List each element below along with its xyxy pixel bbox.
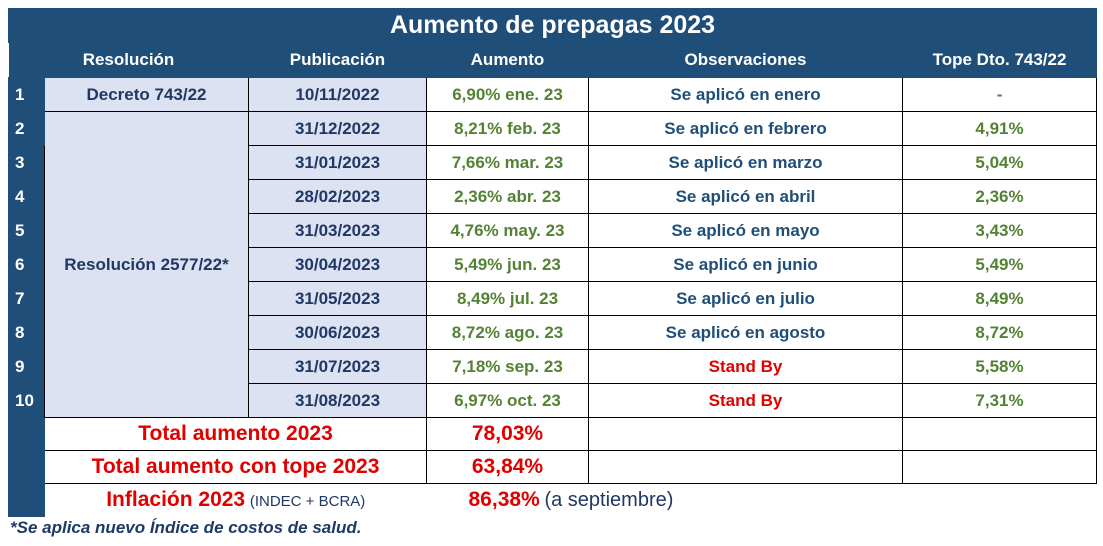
publication: 31/12/2022 [248, 111, 427, 146]
column-header: Observaciones [588, 42, 903, 78]
row-number: 10 [8, 383, 45, 418]
empty-cell [588, 417, 903, 451]
cap: 8,72% [901, 315, 1098, 350]
total-value: 78,03% [426, 417, 589, 451]
row-number: 5 [8, 213, 45, 248]
total-label: Total aumento 2023 [44, 417, 427, 451]
observation: Stand By [588, 349, 903, 384]
row-number: 7 [8, 281, 45, 316]
cap: 2,36% [901, 179, 1098, 214]
cap: 3,43% [901, 213, 1098, 248]
inflation-label: Inflación 2023 (INDEC + BCRA) [45, 484, 427, 517]
inflation-source: (INDEC + BCRA) [249, 493, 366, 510]
observation: Se aplicó en junio [588, 247, 903, 282]
empty-cell [588, 450, 903, 484]
total-row: Total aumento con tope 2023 63,84% [9, 450, 1098, 484]
column-header: Resolución [8, 42, 249, 78]
total-value: 63,84% [426, 450, 589, 484]
observation: Se aplicó en marzo [588, 145, 903, 180]
inflation-row: Inflación 2023 (INDEC + BCRA) 86,38% (a s… [9, 484, 1097, 517]
inflation-rate: 86,38% [468, 488, 540, 511]
cap: 8,49% [901, 281, 1098, 316]
table: Aumento de prepagas 2023 Resolución Publ… [7, 8, 1098, 517]
resolution: Decreto 743/22 [44, 77, 249, 112]
row: 1 Decreto 743/22 10/11/2022 6,90% ene. 23 Se… [8, 77, 1098, 112]
row-number: 8 [8, 315, 45, 350]
observation: Se aplicó en julio [588, 281, 903, 316]
row: 6 30/04/2023 5,49% jun. 23 Se aplicó en jun… [8, 247, 1098, 282]
observation: Se aplicó en abril [588, 179, 903, 214]
cap: 4,91% [901, 111, 1098, 146]
row: 7 31/05/2023 8,49% jul. 23 Se aplicó en jul… [8, 281, 1098, 316]
increase: 6,97% oct. 23 [426, 383, 589, 418]
row-number: 1 [8, 77, 45, 112]
increase: 7,18% sep. 23 [426, 349, 589, 384]
publication: 28/02/2023 [248, 179, 427, 214]
publication: 31/08/2023 [248, 383, 427, 418]
column-header: Aumento [426, 42, 589, 78]
observation: Se aplicó en mayo [588, 213, 903, 248]
increase: 8,49% jul. 23 [426, 281, 589, 316]
cap: - [901, 77, 1098, 112]
increase: 8,72% ago. 23 [426, 315, 589, 350]
observation: Se aplicó en enero [588, 77, 903, 112]
cap: 5,58% [901, 349, 1098, 384]
observation: Stand By [588, 383, 903, 418]
inflation-value: 86,38% (a septiembre) [427, 484, 1097, 517]
cap: 5,49% [901, 247, 1098, 282]
increase: 6,90% ene. 23 [426, 77, 589, 112]
cap: 7,31% [901, 383, 1098, 418]
row-number: 6 [8, 247, 45, 282]
total-label: Total aumento con tope 2023 [44, 450, 427, 484]
publication: 31/03/2023 [248, 213, 427, 248]
increase: 4,76% may. 23 [426, 213, 589, 248]
publication: 31/07/2023 [248, 349, 427, 384]
row: 5 31/03/2023 4,76% may. 23 Se aplicó en may… [8, 213, 1098, 248]
publication: 31/01/2023 [248, 145, 427, 180]
increase: 5,49% jun. 23 [426, 247, 589, 282]
row: 9 31/07/2023 7,18% sep. 23 Stand By 5,58% [8, 349, 1098, 384]
row-number: 2 [8, 111, 45, 146]
row-number: 9 [8, 349, 45, 384]
observation: Se aplicó en febrero [588, 111, 903, 146]
publication: 31/05/2023 [248, 281, 427, 316]
number-spacer [8, 417, 45, 517]
row: 8 30/06/2023 8,72% ago. 23 Se aplicó en ago… [8, 315, 1098, 350]
increase: 7,66% mar. 23 [426, 145, 589, 180]
row-number: 4 [8, 179, 45, 214]
title: Aumento de prepagas 2023 [7, 8, 1098, 43]
row: 2 Resolución 2577/22* 31/12/2022 8,21% feb.… [8, 111, 1098, 418]
row: 10 31/08/2023 6,97% oct. 23 Stand By 7,31% [8, 383, 1098, 418]
inflation-note: (a septiembre) [544, 489, 674, 511]
row: 4 28/02/2023 2,36% abr. 23 Se aplicó en abr… [8, 179, 1098, 214]
empty-cell [901, 417, 1098, 451]
resolution: Resolución 2577/22* [44, 111, 249, 418]
increase: 2,36% abr. 23 [426, 179, 589, 214]
increase: 8,21% feb. 23 [426, 111, 589, 146]
column-header: Tope Dto. 743/22 [901, 42, 1098, 78]
total-row: Total aumento 2023 78,03% [8, 417, 1098, 517]
column-header: Publicación [248, 42, 427, 78]
row-number: 3 [8, 145, 45, 180]
cap: 5,04% [901, 145, 1098, 180]
footnote: *Se aplica nuevo Índice de costos de sal… [10, 518, 362, 537]
table-body: 1 Decreto 743/22 10/11/2022 6,90% ene. 23 Se… [8, 77, 1098, 517]
publication: 30/06/2023 [248, 315, 427, 350]
publication: 10/11/2022 [248, 77, 427, 112]
row: 3 31/01/2023 7,66% mar. 23 Se aplicó en mar… [8, 145, 1098, 180]
observation: Se aplicó en agosto [588, 315, 903, 350]
publication: 30/04/2023 [248, 247, 427, 282]
empty-cell [901, 450, 1098, 484]
inflation-title: Inflación 2023 [106, 488, 246, 511]
